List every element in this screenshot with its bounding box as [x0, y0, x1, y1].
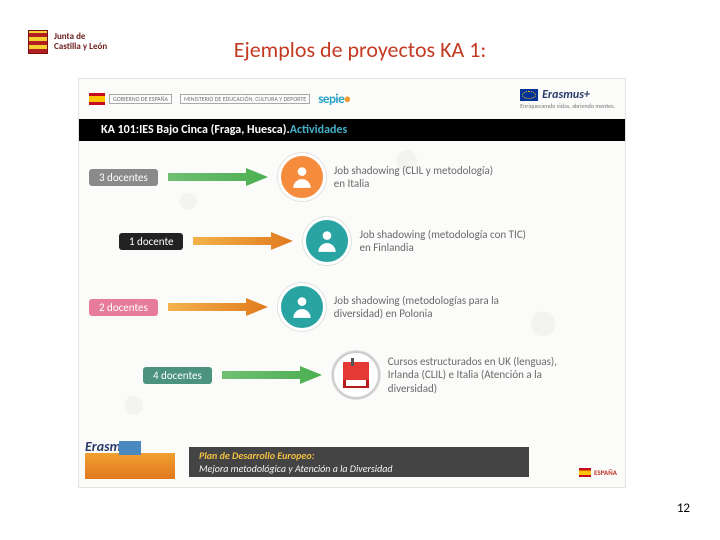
plan-line2: Mejora metodológica y Atención a la Dive… [199, 462, 519, 475]
erasmus-bottom-logo: Erasmus+ [85, 438, 185, 479]
activity-description: Job shadowing (metodologías para la dive… [334, 294, 504, 320]
docentes-pill: 2 docentes [89, 299, 158, 316]
eu-flag-icon [520, 89, 538, 101]
banner-sub: Actividades [290, 123, 348, 137]
arrow-icon [222, 365, 322, 385]
plan-line1: Plan de Desarrollo Europeo: [199, 449, 519, 462]
right-logos: Erasmus+ Enriqueciendo vidas, abriendo m… [520, 88, 615, 110]
ministerio-text: MINISTERIO DE EDUCACIÓN, CULTURA Y DEPOR… [180, 94, 310, 104]
erasmus-logo: Erasmus+ [542, 88, 590, 102]
page-number: 12 [677, 501, 690, 516]
book-icon [332, 351, 380, 399]
plan-banner: Plan de Desarrollo Europeo: Mejora metod… [189, 447, 529, 477]
ka101-banner: KA 101: IES Bajo Cinca (Fraga, Huesca). … [79, 119, 625, 141]
escuelas-text: ESPAÑA [594, 468, 617, 477]
arrow-icon [168, 297, 268, 317]
banner-main: IES Bajo Cinca (Fraga, Huesca). [139, 123, 290, 137]
person-icon [278, 283, 326, 331]
gobierno-text: GOBIERNO DE ESPAÑA [109, 94, 172, 104]
docentes-pill: 4 docentes [143, 367, 212, 384]
arrow-icon [193, 231, 293, 251]
top-logos-row: GOBIERNO DE ESPAÑA MINISTERIO DE EDUCACI… [89, 85, 615, 113]
activity-row: 2 docentes Job shadowing (metodologías p… [89, 283, 615, 331]
person-icon [278, 153, 326, 201]
docentes-pill: 1 docente [119, 233, 183, 250]
spain-flag-icon [89, 93, 105, 105]
activity-row: 3 docentes Job shadowing (CLIL y metodol… [89, 153, 615, 201]
activity-row: 4 docentes Cursos estructurados en UK (l… [89, 351, 615, 399]
slide-content: GOBIERNO DE ESPAÑA MINISTERIO DE EDUCACI… [78, 78, 626, 488]
activity-row: 1 docente Job shadowing (metodología con… [89, 217, 615, 265]
activity-description: Cursos estructurados en UK (lenguas), Ir… [388, 355, 558, 395]
school-icon [85, 453, 175, 479]
spain-flag-icon [579, 468, 591, 477]
gobierno-logo: GOBIERNO DE ESPAÑA [89, 93, 172, 105]
escuelas-espana-logo: ESPAÑA [579, 468, 617, 477]
erasmus-tagline: Enriqueciendo vidas, abriendo mentes. [520, 102, 615, 110]
page-title: Ejemplos de proyectos KA 1: [0, 36, 720, 63]
person-icon [303, 217, 351, 265]
docentes-pill: 3 docentes [89, 169, 158, 186]
activity-description: Job shadowing (metodología con TIC) en F… [359, 228, 529, 254]
sepie-logo: sepie• [318, 92, 350, 107]
activity-description: Job shadowing (CLIL y metodología) en It… [334, 164, 504, 190]
banner-pre: KA 101: [101, 123, 139, 137]
left-logos: GOBIERNO DE ESPAÑA MINISTERIO DE EDUCACI… [89, 92, 350, 107]
arrow-icon [168, 167, 268, 187]
